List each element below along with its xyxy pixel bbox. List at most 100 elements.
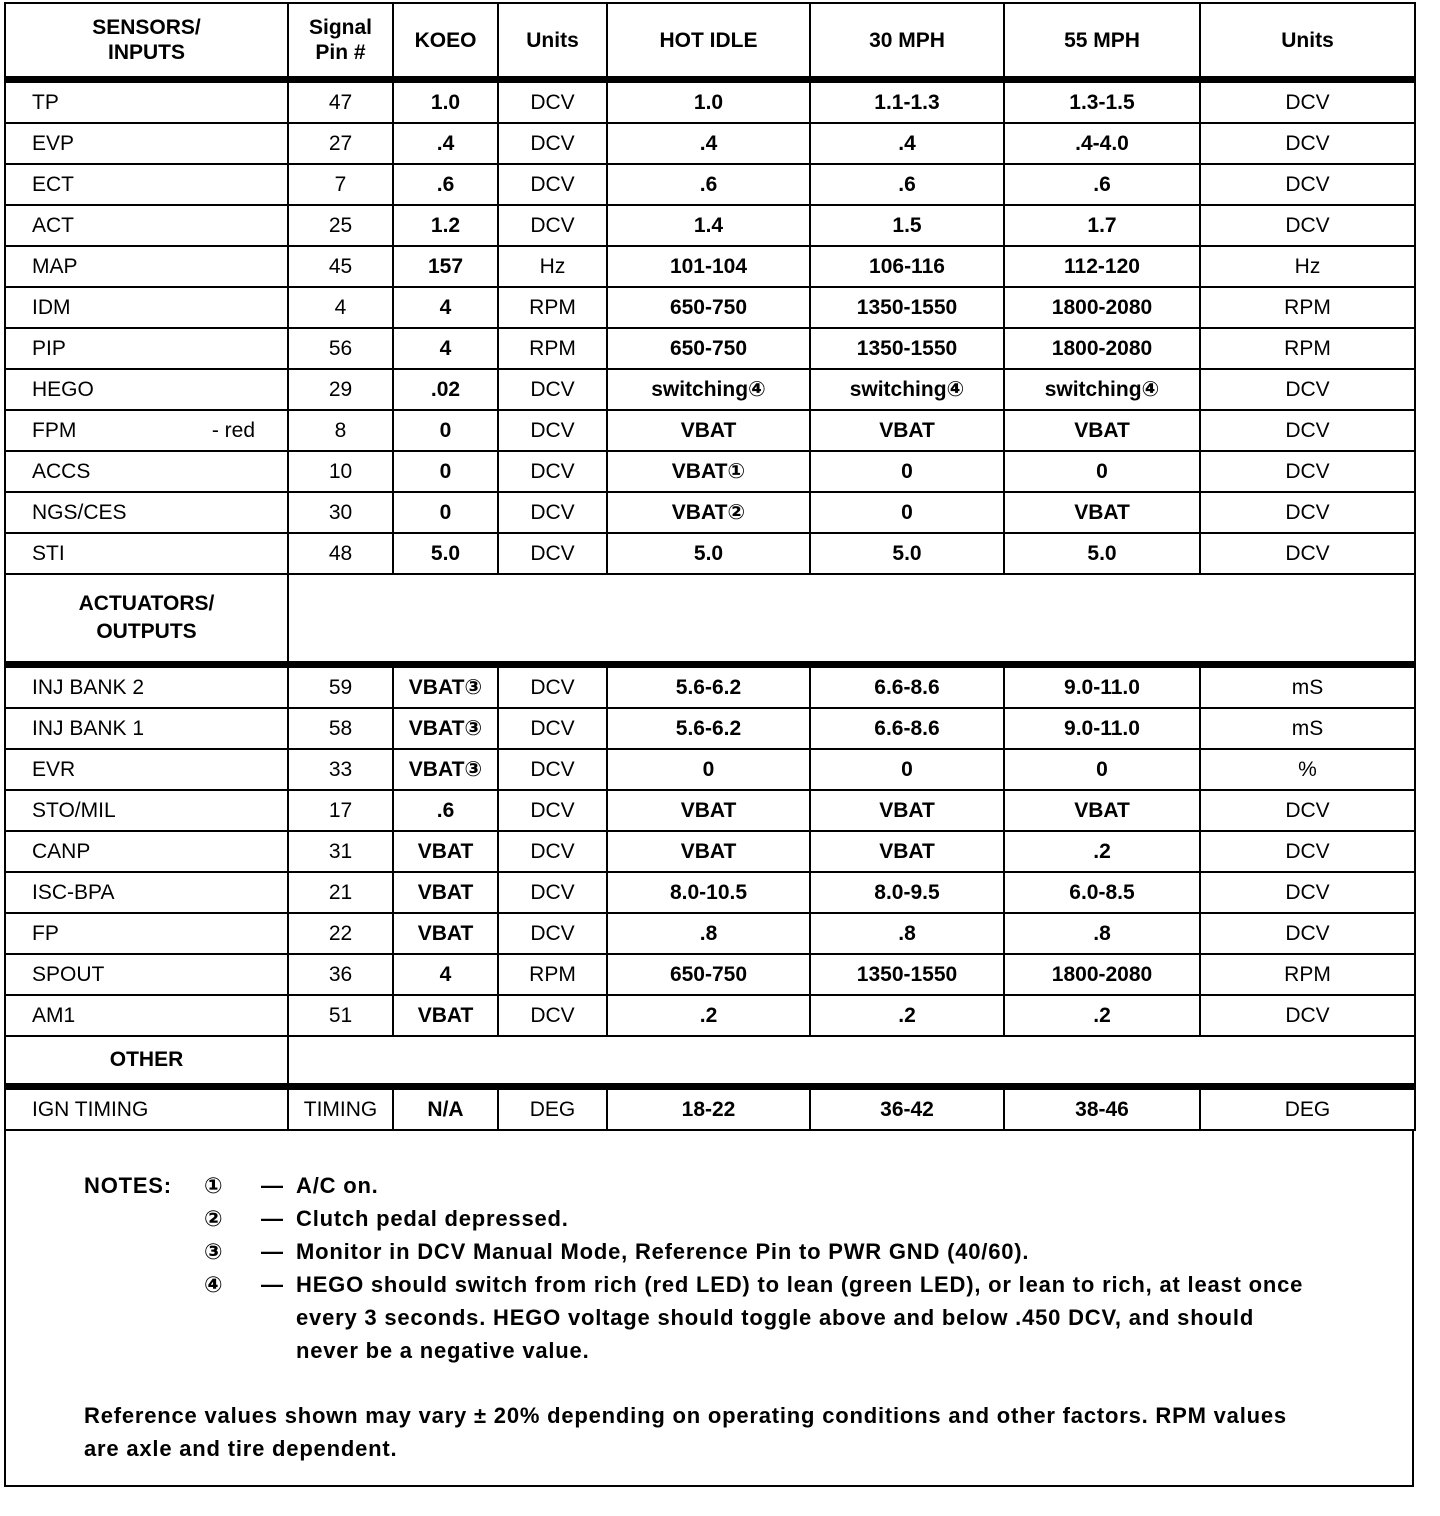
cell-signal-pin: 31 [287,830,394,873]
col-header-koeo: KOEO [392,2,499,81]
cell-signal-pin: TIMING [287,1083,394,1131]
cell-signal-pin: 8 [287,409,394,452]
cell-text: 4 [439,336,452,360]
cell-name: INJ BANK 1 [4,707,289,750]
note-dash: — [261,1206,284,1231]
cell-text: 6.6-8.6 [874,716,940,740]
cell-text: 17 [328,798,353,822]
cell-name: HEGO [4,368,289,411]
cell-text: 101-104 [669,254,748,278]
cell-units-2: RPM [1199,286,1416,329]
cell-text: CANP [32,839,91,863]
cell-text: DCV [530,172,575,196]
header-row: SENSORS/ INPUTS Signal Pin # KOEO Units … [4,2,1416,81]
cell-units-2: DEG [1199,1083,1416,1131]
table-row: INJ BANK 1 58 VBAT③ DCV 5.6-6.2 6.6-8.6 9.0-11… [4,707,1416,750]
cell-text: DCV [1285,172,1330,196]
cell-text: 1350-1550 [856,336,958,360]
cell-text: 5.6-6.2 [675,675,742,699]
cell-hot-idle: 1.4 [606,204,811,247]
cell-hot-idle: 18-22 [606,1083,811,1131]
cell-text: DCV [530,757,575,781]
table-row: STO/MIL 17 .6 DCV VBAT VBAT VBAT DCV [4,789,1416,832]
cell-text: 33 [328,757,353,781]
cell-text: 650-750 [669,295,748,319]
table-row: HEGO 29 .02 DCV switching④ switching④ switchin… [4,368,1416,411]
cell-text: 9.0-11.0 [1064,675,1140,699]
cell-koeo: 157 [392,245,499,288]
cell-text: VBAT [417,880,474,904]
cell-55-mph: 112-120 [1003,245,1201,288]
cell-text: RPM [529,295,576,319]
cell-text: DCV [530,418,575,442]
cell-text: 45 [328,254,353,278]
cell-text: NGS/CES [32,500,127,524]
cell-text: DEG [1284,1097,1331,1121]
cell-55-mph: 0 [1003,450,1201,493]
cell-koeo: 0 [392,491,499,534]
cell-units-2: DCV [1199,409,1416,452]
cell-text: 30 [328,500,353,524]
cell-text: 5.0 [1087,541,1117,565]
cell-units: DCV [497,707,608,750]
cell-text: 21 [328,880,353,904]
cell-hot-idle: 5.0 [606,532,811,575]
cell-text: 1800-2080 [1051,336,1153,360]
cell-hot-idle: switching④ [606,368,811,411]
cell-koeo: VBAT③ [392,661,499,709]
cell-text: DCV [530,716,575,740]
cell-signal-pin: 30 [287,491,394,534]
cell-units: DCV [497,204,608,247]
cell-signal-pin: 51 [287,994,394,1037]
cell-units-2: DCV [1199,532,1416,575]
cell-text: STI [32,541,65,565]
cell-text: DCV [530,377,575,401]
col-header-55-mph: 55 MPH [1003,2,1201,81]
actuators-section-row: ACTUATORS/ OUTPUTS [4,573,1416,666]
cell-text: mS [1291,675,1324,699]
cell-name: EVR [4,748,289,791]
cell-name: IDM [4,286,289,329]
table-row: INJ BANK 2 59 VBAT③ DCV 5.6-6.2 6.6-8.6 9.0-11… [4,661,1416,709]
cell-text: INJ BANK 2 [32,675,145,699]
cell-text: VBAT [879,798,935,822]
cell-text: .4 [436,131,455,155]
cell-30-mph: 0 [809,450,1005,493]
cell-55-mph: 1.7 [1003,204,1201,247]
cell-30-mph: .2 [809,994,1005,1037]
cell-text: 4 [439,962,452,986]
cell-name: TP [4,76,289,124]
cell-30-mph: 106-116 [809,245,1005,288]
table-row: CANP 31 VBAT DCV VBAT VBAT .2 DCV [4,830,1416,873]
cell-units: RPM [497,286,608,329]
table-row: MAP 45 157 Hz 101-104 106-116 112-120 Hz [4,245,1416,288]
cell-hot-idle: 0 [606,748,811,791]
cell-units: DCV [497,450,608,493]
cell-signal-pin: 56 [287,327,394,370]
cell-signal-pin: 7 [287,163,394,206]
cell-units-2: DCV [1199,912,1416,955]
cell-koeo: N/A [392,1083,499,1131]
cell-30-mph: switching④ [809,368,1005,411]
cell-text: 0 [439,418,452,442]
table-row: ECT 7 .6 DCV .6 .6 .6 DCV [4,163,1416,206]
cell-55-mph: 1.3-1.5 [1003,76,1201,124]
cell-text: .6 [1093,172,1111,196]
cell-text: VBAT [417,839,474,863]
cell-55-mph: 9.0-11.0 [1003,661,1201,709]
cell-text: .2 [898,1003,916,1027]
table-row: IDM 4 4 RPM 650-750 1350-1550 1800-2080 RPM [4,286,1416,329]
cell-koeo: 0 [392,450,499,493]
cell-text: DCV [530,1003,575,1027]
cell-text: 22 [328,921,353,945]
cell-text: Hz [1294,254,1321,278]
cell-text: 36 [328,962,353,986]
cell-text: .8 [1093,921,1111,945]
cell-text: 0 [702,757,715,781]
cell-text: VBAT [1074,418,1130,442]
cell-55-mph: VBAT [1003,491,1201,534]
cell-text: 10 [328,459,353,483]
cell-koeo: VBAT③ [392,748,499,791]
cell-text: 1.0 [693,90,724,114]
cell-text: ACCS [32,459,91,483]
